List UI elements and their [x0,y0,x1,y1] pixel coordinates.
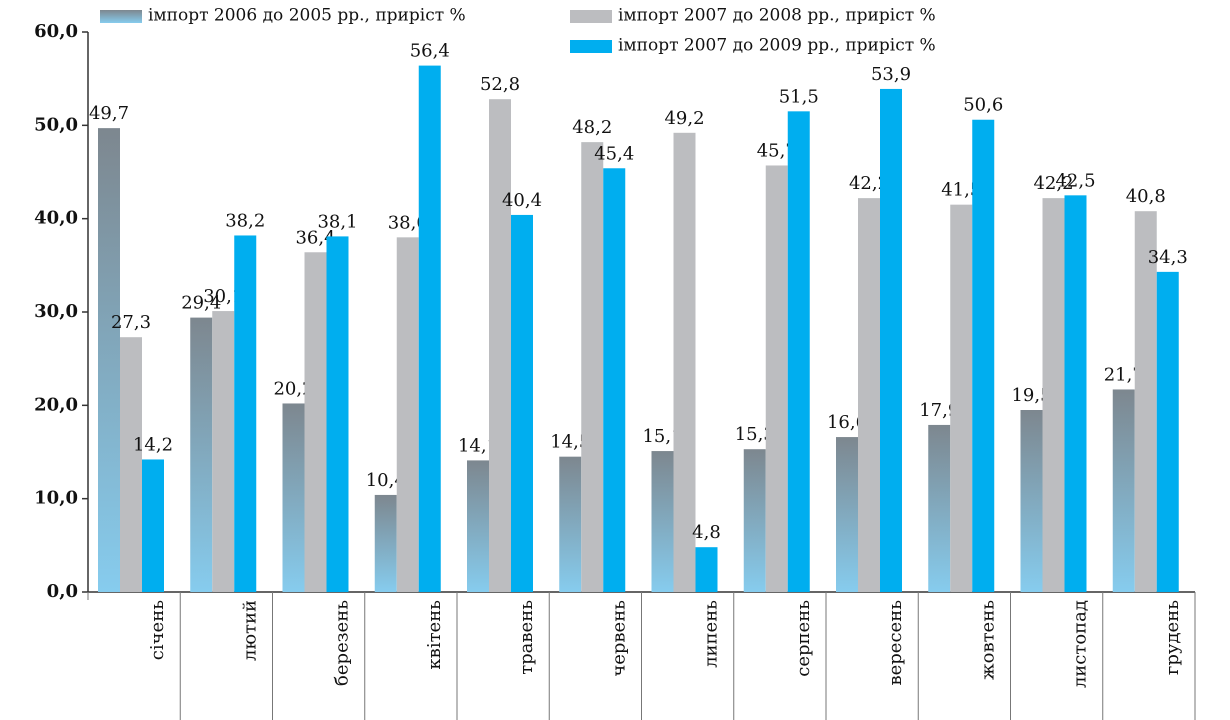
data-label: 27,3 [111,312,151,333]
data-label: 4,8 [692,522,721,543]
data-label: 53,9 [871,64,911,85]
bar [880,88,902,592]
bar [581,142,604,592]
legend-label: імпорт 2006 до 2005 рр., приріст % [148,6,466,26]
y-tick-label: 30,0 [34,301,78,322]
bar [282,403,305,592]
bar [120,337,142,592]
x-tick-label: листопад [1070,600,1091,688]
x-tick-label: лютий [239,600,260,661]
y-tick-label: 60,0 [34,21,78,42]
data-label: 42,5 [1055,170,1095,191]
legend-label: імпорт 2007 до 2009 рр., приріст % [618,36,936,56]
bar [418,65,441,593]
data-label: 34,3 [1148,247,1188,268]
bar [304,252,327,592]
x-tick-label: жовтень [977,600,998,680]
data-label: 41,5 [941,180,981,201]
bar [765,165,788,592]
data-label: 45,4 [594,143,634,164]
legend-swatch [570,10,612,23]
x-tick-label: квітень [424,600,445,670]
bar [559,456,582,592]
bar [1134,211,1157,592]
data-label: 16,6 [827,412,867,433]
bar [787,111,810,592]
legend-swatch [570,40,612,53]
x-tick-label: січень [147,600,168,660]
x-tick-label: липень [701,600,722,668]
x-tick-label: червень [608,600,629,677]
data-label: 10,4 [366,470,406,491]
data-label: 36,4 [295,227,335,248]
bar [972,119,995,592]
x-tick-label: вересень [885,600,906,686]
bar [1156,271,1179,592]
bar [950,204,973,592]
data-label: 52,8 [480,74,520,95]
y-tick-label: 10,0 [34,488,78,509]
y-tick-label: 0,0 [47,581,78,602]
data-label: 17,9 [919,400,959,421]
bar [743,449,766,592]
bar [858,198,880,592]
data-label: 48,2 [572,117,612,138]
bar [603,168,626,592]
data-label: 40,4 [502,190,542,211]
bar [1042,198,1065,592]
bar [98,128,120,592]
x-tick-label: березень [332,600,353,686]
data-label: 50,6 [963,95,1003,116]
bar [673,132,696,593]
data-label: 38,0 [388,212,428,233]
data-label: 20,2 [273,378,313,399]
data-label: 56,4 [410,41,450,62]
y-tick-label: 40,0 [34,208,78,229]
data-label: 14,2 [133,434,173,455]
y-tick-label: 20,0 [34,394,78,415]
bar [326,236,349,592]
bar [190,317,213,592]
bar [511,214,533,592]
data-label: 29,4 [181,293,221,314]
bar [928,424,951,592]
legend-swatch [100,10,142,23]
data-label: 42,2 [849,173,889,194]
bar [234,235,257,592]
data-label: 19,5 [1011,385,1051,406]
bar [489,99,511,592]
data-label: 49,2 [664,108,704,129]
bar [651,451,674,592]
bar [1112,389,1135,592]
data-label: 42,2 [1033,173,1073,194]
bar [1064,195,1087,593]
data-label: 40,8 [1126,186,1166,207]
x-tick-label: грудень [1162,600,1183,675]
data-label: 14,5 [550,432,590,453]
data-label: 45,7 [757,140,797,161]
x-tick-label: серпень [793,600,814,677]
data-label: 30,1 [203,286,243,307]
bar [142,459,164,592]
data-label: 21,7 [1104,364,1144,385]
bar [212,311,235,592]
bar [695,547,718,592]
legend-label: імпорт 2007 до 2008 рр., приріст % [618,6,936,26]
y-tick-label: 50,0 [34,114,78,135]
bar [396,237,419,593]
data-label: 38,2 [225,210,265,231]
bar [836,437,858,592]
bar [1020,410,1043,592]
bar [374,494,397,592]
data-label: 49,7 [89,103,129,124]
data-label: 15,3 [735,424,775,445]
x-tick-label: травень [516,600,537,675]
data-label: 14,1 [458,435,498,456]
data-label: 15,1 [642,426,682,447]
bar [467,460,489,592]
data-label: 38,1 [317,211,357,232]
data-label: 51,5 [779,86,819,107]
